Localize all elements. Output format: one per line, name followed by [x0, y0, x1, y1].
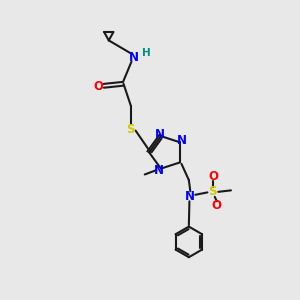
Text: O: O	[94, 80, 103, 93]
Text: O: O	[208, 170, 218, 183]
Text: N: N	[185, 190, 195, 203]
Text: H: H	[142, 48, 151, 58]
Text: S: S	[208, 185, 217, 198]
Text: N: N	[177, 134, 188, 147]
Text: O: O	[212, 199, 222, 212]
Text: S: S	[127, 123, 135, 136]
Text: N: N	[129, 51, 139, 64]
Text: N: N	[154, 128, 164, 141]
Text: N: N	[154, 164, 164, 177]
